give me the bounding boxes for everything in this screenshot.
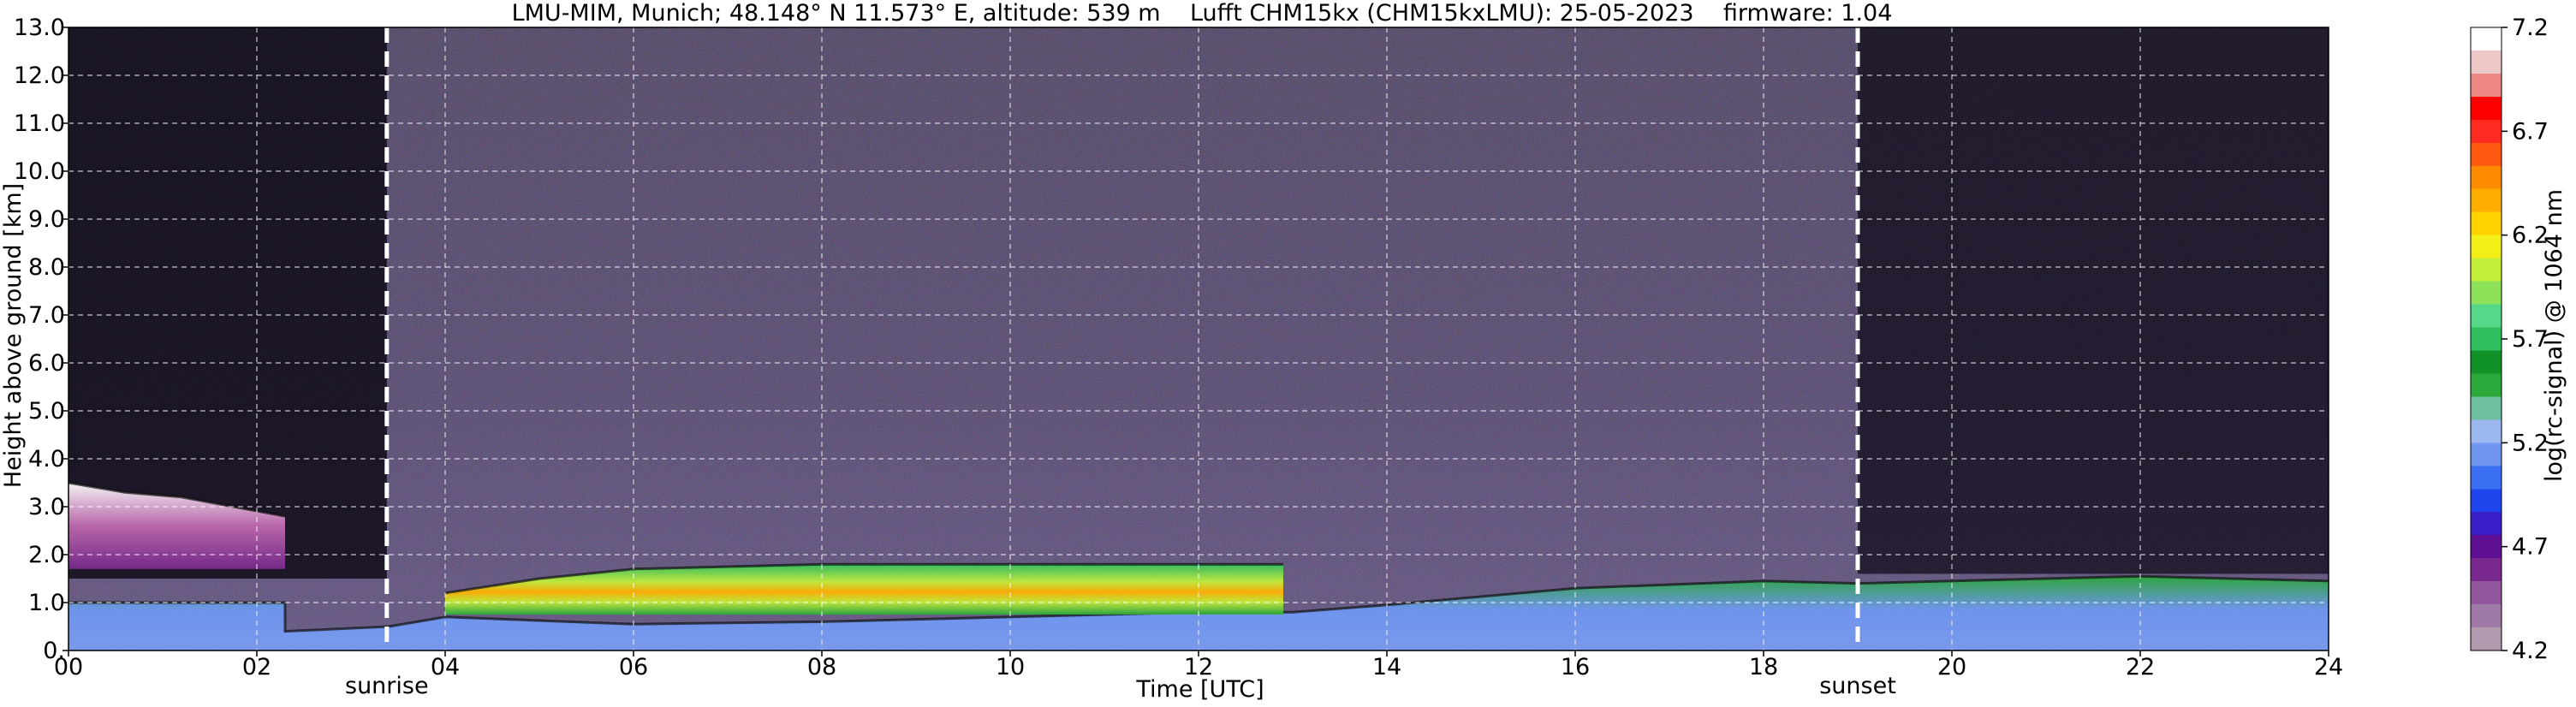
colorbar-tick-label: 7.2 [2512, 15, 2549, 41]
y-tick-label: 0. [43, 638, 65, 664]
y-tick-label: 13.0 [14, 15, 65, 41]
y-axis-label: Height above ground [km] [0, 183, 27, 488]
colorbar-ticks: 4.2 4.7 5.2 5.7 6.2 6.7 7.2 [2502, 15, 2549, 664]
colorbar-gradient [2470, 27, 2502, 651]
x-tick-label: 04 [431, 654, 460, 680]
cloud-edge [68, 481, 286, 518]
colorbar: 4.2 4.7 5.2 5.7 6.2 6.7 7.2 log(rc-signal) @ 1… [2470, 15, 2567, 664]
colorbar-tick-label: 4.2 [2512, 638, 2549, 664]
grid-lines [68, 27, 2329, 651]
colorbar-tick-label: 4.7 [2512, 534, 2549, 561]
x-tick-label: 10 [996, 654, 1025, 680]
y-tick-label: 2.0 [28, 542, 65, 568]
x-tick-label: 16 [1561, 654, 1590, 680]
y-axis: 0. 1.0 2.0 3.0 4.0 5.0 6.0 7.0 8.0 9.0 10.0 11.0 12.… [14, 15, 68, 664]
y-tick-label: 8.0 [28, 254, 65, 281]
colorbar-tick-label: 5.7 [2512, 326, 2549, 353]
aerosol-layer-area [445, 564, 1283, 615]
x-tick-label: 06 [619, 654, 648, 680]
sunrise-label: sunrise [345, 673, 429, 699]
plot-area [68, 27, 2329, 651]
x-tick-label: 00 [54, 654, 83, 680]
x-tick-label: 22 [2126, 654, 2155, 680]
x-tick-label: 20 [1937, 654, 1966, 680]
x-tick-label: 08 [807, 654, 836, 680]
x-axis: 00 02 04 06 08 10 12 14 16 18 20 22 24 [54, 651, 2343, 680]
x-tick-label: 12 [1184, 654, 1213, 680]
night-region-late [1858, 27, 2329, 574]
colorbar-label: log(rc-signal) @ 1064 nm [2541, 189, 2567, 482]
colorbar-tick-label: 6.7 [2512, 118, 2549, 145]
y-tick-label: 3.0 [28, 494, 65, 520]
y-tick-label: 1.0 [28, 590, 65, 616]
cloud-area [68, 483, 285, 569]
y-tick-label: 6.0 [28, 350, 65, 377]
sun-markers [384, 27, 1860, 651]
x-tick-label: 14 [1372, 654, 1401, 680]
y-tick-label: 7.0 [28, 302, 65, 329]
y-tick-label: 9.0 [28, 206, 65, 233]
x-tick-label: 18 [1749, 654, 1778, 680]
chart-title: LMU-MIM, Munich; 48.148° N 11.573° E, al… [512, 0, 1893, 27]
y-tick-label: 5.0 [28, 398, 65, 425]
x-tick-label: 24 [2314, 654, 2343, 680]
y-tick-label: 11.0 [14, 110, 65, 137]
sunset-label: sunset [1819, 673, 1896, 699]
y-tick-label: 4.0 [28, 446, 65, 472]
night-region-early [68, 27, 387, 579]
x-tick-label: 02 [242, 654, 271, 680]
colorbar-tick-label: 5.2 [2512, 430, 2549, 456]
y-tick-label: 12.0 [14, 62, 65, 89]
y-tick-label: 10.0 [14, 158, 65, 185]
colorbar-tick-label: 6.2 [2512, 223, 2549, 249]
x-axis-label: Time [UTC] [1135, 676, 1264, 703]
